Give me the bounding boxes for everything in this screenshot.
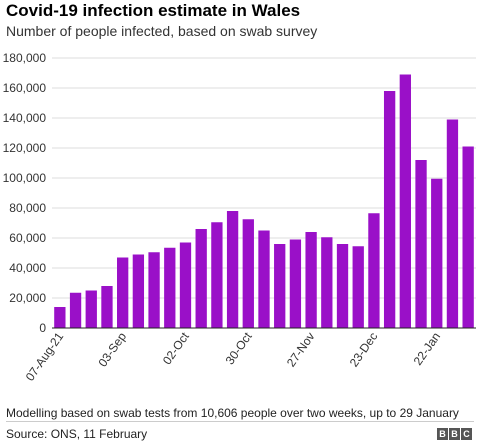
x-tick-label: 03-Sep	[95, 329, 129, 369]
bar	[117, 257, 129, 328]
bar	[85, 290, 97, 328]
bar	[289, 239, 302, 328]
chart-title: Covid-19 infection estimate in Wales	[6, 1, 301, 20]
bar	[54, 307, 66, 328]
y-tick-label: 100,000	[3, 171, 47, 185]
y-tick-label: 60,000	[9, 231, 46, 245]
y-tick-label: 160,000	[3, 81, 47, 95]
bar	[368, 213, 380, 328]
footer-divider	[6, 421, 474, 422]
bar	[69, 292, 82, 328]
bar	[211, 222, 223, 328]
bar	[462, 146, 474, 328]
y-tick-label: 120,000	[3, 141, 47, 155]
bar	[305, 232, 317, 328]
y-tick-label: 20,000	[9, 291, 46, 305]
bar	[258, 230, 270, 328]
chart-footnote: Modelling based on swab tests from 10,60…	[6, 406, 459, 420]
y-tick-label: 40,000	[9, 261, 46, 275]
bar	[431, 178, 443, 328]
bbc-logo-letter: B	[437, 428, 448, 440]
bar	[352, 246, 364, 328]
x-tick-label: 27-Nov	[284, 330, 318, 370]
chart-source: Source: ONS, 11 February	[6, 427, 148, 441]
bar	[399, 74, 411, 328]
bar	[164, 247, 176, 328]
x-tick-label: 02-Oct	[160, 329, 193, 367]
bbc-logo-letter: C	[461, 428, 472, 440]
bar	[446, 119, 459, 328]
bar	[336, 244, 349, 328]
bar	[195, 229, 207, 328]
bbc-logo-letter: B	[449, 428, 460, 440]
bbc-logo: B B C	[437, 428, 472, 440]
y-tick-label: 180,000	[3, 51, 47, 65]
bar	[415, 160, 427, 328]
bar	[132, 254, 145, 328]
y-tick-label: 140,000	[3, 111, 47, 125]
bar	[383, 91, 396, 328]
x-tick-label: 30-Oct	[223, 329, 256, 367]
bar	[242, 219, 254, 328]
bar	[179, 242, 192, 328]
bar	[101, 286, 113, 328]
y-tick-label: 80,000	[9, 201, 46, 215]
bar	[274, 244, 286, 328]
x-tick-label: 22-Jan	[411, 330, 444, 368]
bar	[321, 237, 333, 328]
chart-subtitle: Number of people infected, based on swab…	[6, 23, 318, 39]
x-tick-label: 07-Aug-21	[23, 329, 67, 383]
x-tick-label: 23-Dec	[347, 330, 381, 370]
bar-chart: 0 20,000 40,000 60,000 80,000 100,000 120,000 1…	[3, 51, 476, 384]
bar	[226, 211, 239, 328]
bar	[148, 252, 160, 328]
y-tick-label: 0	[39, 321, 46, 335]
